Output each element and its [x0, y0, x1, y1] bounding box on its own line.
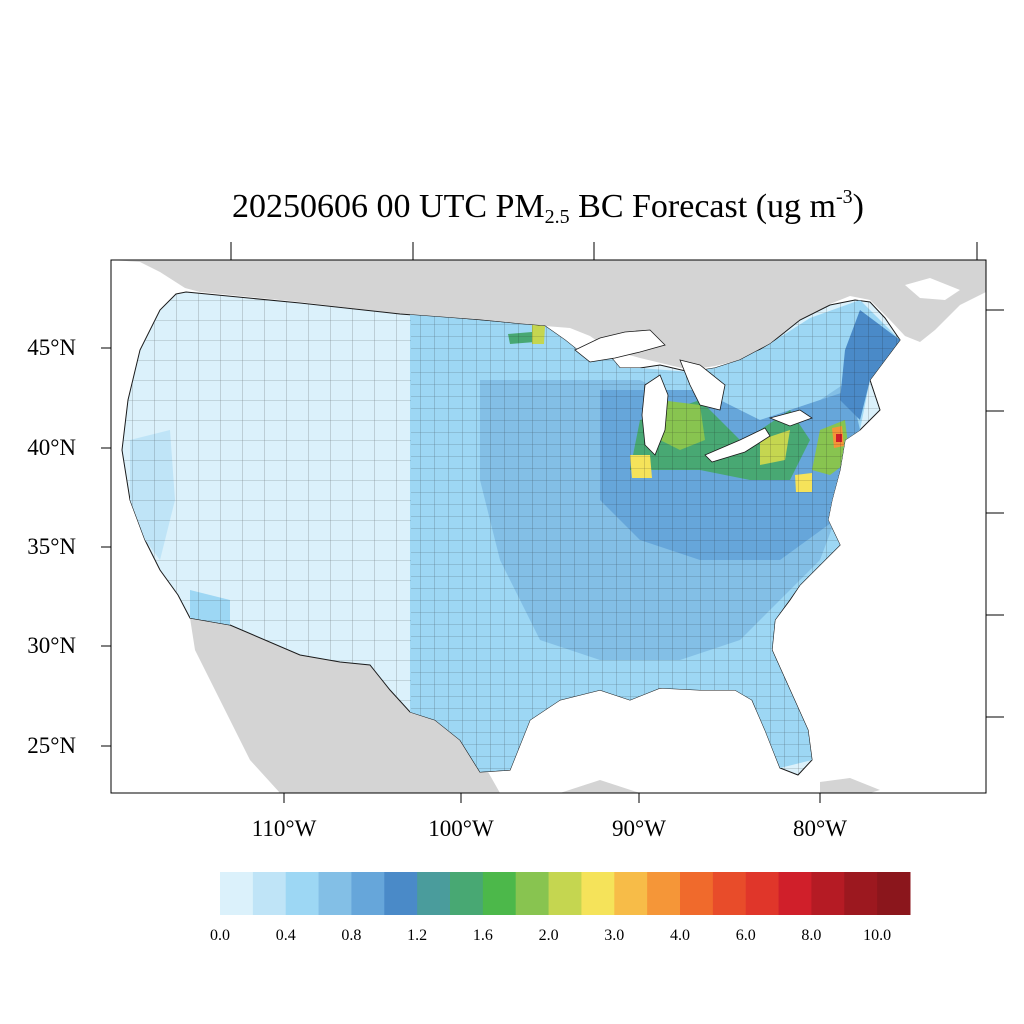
canada-landmass [111, 260, 986, 370]
colorbar-swatch [877, 872, 911, 915]
lake-huron [679, 359, 726, 411]
lake-michigan [641, 374, 669, 456]
colorbar-swatch [351, 872, 385, 915]
lat-label-40: 40°N [27, 435, 76, 460]
lat-label-45: 45°N [27, 335, 76, 360]
colorbar-swatch [252, 872, 287, 915]
lat-label-35: 35°N [27, 534, 76, 559]
lat-label-30: 30°N [27, 633, 76, 658]
tick-marks [101, 242, 1004, 803]
colorbar-swatch [778, 872, 812, 915]
colorbar-label: 1.6 [472, 927, 493, 944]
colorbar-swatch [548, 872, 582, 915]
colorbar-swatch [712, 872, 747, 915]
colorbar-swatch [647, 872, 681, 915]
hudson-bay-edge [905, 278, 960, 300]
colorbar-swatch [811, 872, 845, 915]
lake-ontario [768, 409, 813, 427]
colorbar-swatch [581, 872, 615, 915]
colorbar-label: 0.4 [275, 927, 296, 944]
cuba [820, 778, 880, 793]
colorbar-label: 10.0 [863, 927, 892, 944]
colorbar-label: 0.0 [210, 927, 230, 944]
colorbar-label: 3.0 [604, 927, 625, 944]
colorbar-label: 4.0 [670, 927, 690, 944]
colorbar-swatch [482, 872, 517, 915]
colorbar-label: 8.0 [801, 927, 822, 944]
colorbar-swatch [417, 872, 451, 915]
colorbar-swatch [384, 872, 418, 915]
mexico-landmass [190, 618, 500, 793]
colorbar-swatch [450, 872, 484, 915]
lon-label-100w: 100°W [428, 816, 494, 841]
lon-label-80w: 80°W [793, 816, 847, 841]
colorbar-label: 1.2 [407, 927, 428, 944]
colorbar-label: 6.0 [735, 927, 756, 944]
colorbar-label: 2.0 [538, 927, 559, 944]
colorbar-swatch [614, 872, 648, 915]
colorbar-swatch [285, 872, 320, 915]
colorbar-swatch [680, 872, 714, 915]
lon-label-110w: 110°W [251, 816, 317, 841]
map-title: 20250606 00 UTC PM2.5 BC Forecast (ug m-… [232, 186, 864, 228]
map-frame [110, 259, 987, 794]
colorbar-swatch [844, 872, 878, 915]
colorbar-swatch [745, 872, 780, 915]
colorbar-swatch [318, 872, 352, 915]
lake-erie [704, 427, 771, 463]
colorbar-swatch [515, 872, 550, 915]
colorbar [220, 872, 911, 915]
lake-superior [574, 329, 666, 363]
lon-label-90w: 90°W [612, 816, 666, 841]
lat-label-25: 25°N [27, 733, 76, 758]
mexico-east [560, 780, 640, 793]
colorbar-label: 0.8 [341, 927, 362, 944]
colorbar-swatch [220, 872, 254, 915]
